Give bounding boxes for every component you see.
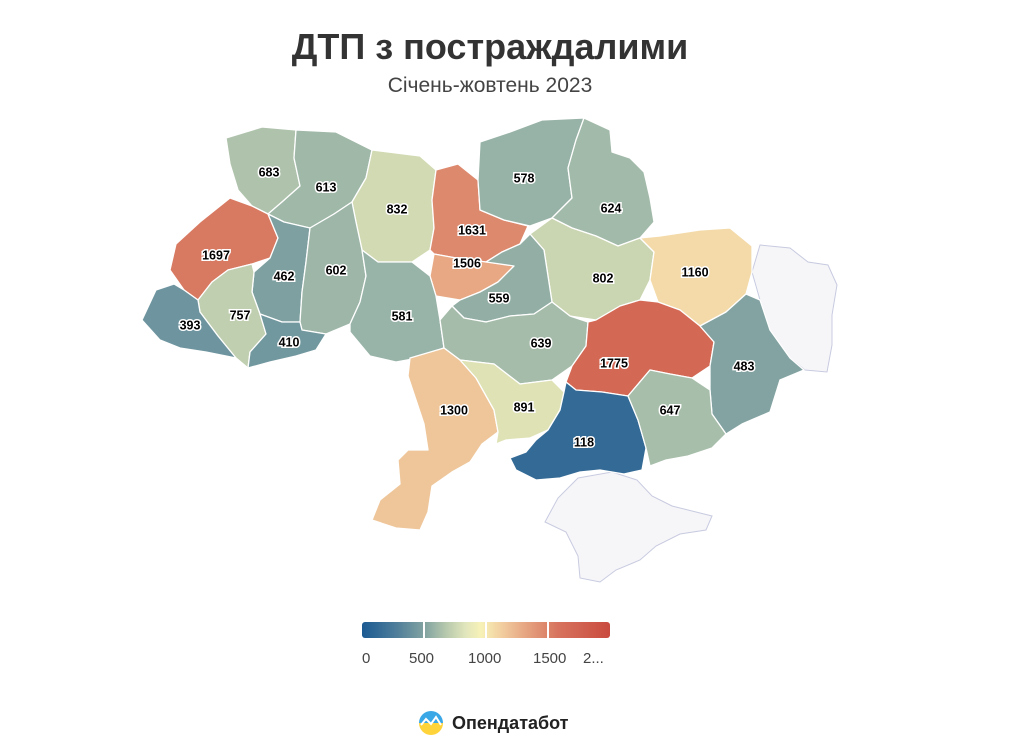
brand-name: Опендатабот [452, 712, 569, 733]
region-label-chernihiv: 578 [514, 171, 535, 185]
region-luhansk[interactable] [699, 293, 805, 435]
legend-label-2000: 2... [583, 650, 604, 667]
legend-label-500: 500 [409, 650, 435, 667]
opendatabot-logo-icon [419, 711, 443, 735]
region-label-kyiv-south: 1506 [453, 256, 481, 270]
region-label-dnipropetrovsk: 1775 [600, 356, 628, 370]
region-label-poltava: 802 [593, 271, 614, 285]
region-label-zaporizhzhia: 647 [660, 403, 681, 417]
legend-tick-mark [547, 622, 549, 638]
legend-label-1500: 1500 [533, 650, 567, 667]
region-label-chernivtsi: 410 [279, 335, 300, 349]
region-label-mykolaiv: 891 [514, 400, 535, 414]
region-label-zakarpattia: 393 [180, 318, 201, 332]
region-label-sumy: 624 [601, 201, 622, 215]
page-subtitle: Січень-жовтень 2023 [387, 74, 593, 97]
region-zakarpattia[interactable] [141, 283, 237, 359]
region-label-kharkiv: 1160 [681, 265, 708, 279]
region-label-vinnytsia: 581 [392, 309, 413, 323]
region-chernivtsi[interactable] [247, 313, 327, 369]
region-label-kyiv-oblast: 1631 [458, 223, 486, 237]
region-label-kirovohrad: 639 [531, 336, 552, 350]
region-zaporizhzhia[interactable] [627, 369, 727, 467]
color-legend: 0 500 1000 1500 2... [362, 622, 612, 672]
legend-tick-mark [423, 622, 425, 638]
region-label-ivano-frankivsk: 757 [230, 308, 251, 322]
region-label-cherkasy: 559 [489, 291, 510, 305]
region-label-rivne: 613 [316, 180, 337, 194]
legend-label-0: 0 [362, 650, 371, 667]
region-label-lviv: 1697 [202, 248, 230, 262]
region-vinnytsia[interactable] [349, 249, 445, 363]
region-label-khmelnytskyi: 602 [326, 263, 347, 277]
region-label-ternopil: 462 [274, 269, 295, 283]
brand-logo: Опендатабот [418, 708, 569, 738]
legend-label-1000: 1000 [468, 650, 502, 667]
occupied-crimea [544, 471, 713, 583]
page-title: ДТП з постраждалими [291, 26, 689, 67]
region-label-volyn: 683 [259, 165, 280, 179]
region-label-kherson: 118 [574, 435, 594, 449]
region-label-zhytomyr: 832 [387, 202, 408, 216]
region-label-odesa: 1300 [440, 403, 468, 417]
legend-tick-mark [485, 622, 487, 638]
region-mykolaiv[interactable] [459, 359, 565, 445]
region-label-luhansk: 483 [734, 359, 755, 373]
